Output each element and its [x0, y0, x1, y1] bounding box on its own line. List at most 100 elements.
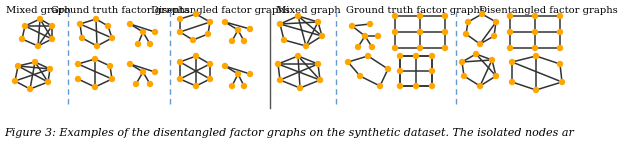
Circle shape — [190, 37, 196, 43]
Circle shape — [377, 83, 383, 89]
Circle shape — [275, 61, 281, 67]
Circle shape — [105, 23, 111, 29]
Circle shape — [295, 53, 301, 59]
Circle shape — [507, 13, 513, 19]
Circle shape — [241, 38, 247, 44]
Circle shape — [369, 44, 375, 50]
Circle shape — [277, 77, 283, 83]
Circle shape — [397, 68, 403, 74]
Circle shape — [45, 79, 51, 85]
Circle shape — [235, 71, 241, 77]
Circle shape — [532, 45, 538, 51]
Circle shape — [461, 73, 467, 79]
Circle shape — [79, 35, 85, 41]
Circle shape — [392, 45, 398, 51]
Text: Mixed graph: Mixed graph — [276, 6, 340, 15]
Circle shape — [559, 79, 565, 85]
Circle shape — [442, 29, 448, 35]
Circle shape — [349, 23, 355, 29]
Circle shape — [367, 21, 373, 27]
Circle shape — [207, 61, 213, 67]
Circle shape — [297, 85, 303, 91]
Circle shape — [532, 87, 540, 93]
Circle shape — [463, 31, 469, 37]
Circle shape — [442, 13, 448, 19]
Circle shape — [127, 21, 133, 27]
Circle shape — [107, 63, 113, 69]
Circle shape — [27, 86, 33, 92]
Circle shape — [193, 83, 199, 89]
Circle shape — [557, 61, 563, 67]
Text: Disentangled factor graphs: Disentangled factor graphs — [150, 6, 289, 15]
Circle shape — [392, 29, 398, 35]
Circle shape — [94, 43, 100, 49]
Circle shape — [413, 53, 419, 59]
Text: Ground truth factor graphs: Ground truth factor graphs — [346, 6, 484, 15]
Circle shape — [491, 33, 497, 39]
Circle shape — [509, 79, 515, 85]
Circle shape — [429, 68, 435, 74]
Circle shape — [465, 19, 471, 25]
Circle shape — [22, 23, 28, 29]
Circle shape — [397, 53, 403, 59]
Circle shape — [235, 27, 241, 33]
Circle shape — [109, 35, 115, 41]
Circle shape — [459, 59, 465, 65]
Text: Figure 3: Examples of the disentangled factor graphs on the synthetic dataset. T: Figure 3: Examples of the disentangled f… — [4, 128, 574, 138]
Circle shape — [277, 21, 283, 27]
Circle shape — [36, 16, 44, 22]
Text: Ground truth factor graphs: Ground truth factor graphs — [51, 6, 189, 15]
Circle shape — [493, 19, 499, 25]
Circle shape — [317, 77, 323, 83]
Circle shape — [303, 43, 309, 49]
Circle shape — [205, 31, 211, 37]
Circle shape — [532, 53, 540, 59]
Circle shape — [315, 61, 321, 67]
Circle shape — [417, 13, 423, 19]
Circle shape — [429, 83, 435, 89]
Circle shape — [193, 11, 199, 17]
Circle shape — [127, 61, 133, 67]
Circle shape — [49, 36, 55, 42]
Circle shape — [507, 29, 513, 35]
Circle shape — [135, 41, 141, 47]
Circle shape — [177, 29, 183, 35]
Circle shape — [75, 61, 81, 67]
Circle shape — [493, 73, 499, 79]
Circle shape — [295, 13, 301, 19]
Circle shape — [92, 56, 98, 62]
Circle shape — [507, 45, 513, 51]
Circle shape — [281, 37, 287, 43]
Circle shape — [133, 81, 140, 87]
Circle shape — [429, 53, 435, 59]
Circle shape — [479, 11, 485, 17]
Circle shape — [413, 83, 419, 89]
Circle shape — [152, 69, 158, 75]
Circle shape — [417, 29, 423, 35]
Circle shape — [193, 53, 199, 59]
Circle shape — [207, 76, 213, 82]
Circle shape — [385, 66, 391, 72]
Circle shape — [140, 69, 146, 75]
Circle shape — [47, 66, 53, 72]
Circle shape — [140, 29, 146, 35]
Circle shape — [319, 33, 325, 39]
Circle shape — [345, 59, 351, 65]
Circle shape — [32, 59, 38, 65]
Text: Mixed graph: Mixed graph — [6, 6, 70, 15]
Circle shape — [109, 76, 115, 82]
Circle shape — [557, 45, 563, 51]
Circle shape — [177, 59, 183, 65]
Circle shape — [417, 45, 423, 51]
Circle shape — [532, 13, 538, 19]
Circle shape — [357, 73, 364, 79]
Circle shape — [77, 21, 83, 27]
Circle shape — [147, 41, 153, 47]
Circle shape — [12, 78, 18, 84]
Circle shape — [19, 36, 25, 42]
Circle shape — [93, 16, 99, 22]
Circle shape — [247, 71, 253, 77]
Circle shape — [207, 19, 213, 25]
Circle shape — [362, 33, 368, 39]
Circle shape — [365, 53, 371, 59]
